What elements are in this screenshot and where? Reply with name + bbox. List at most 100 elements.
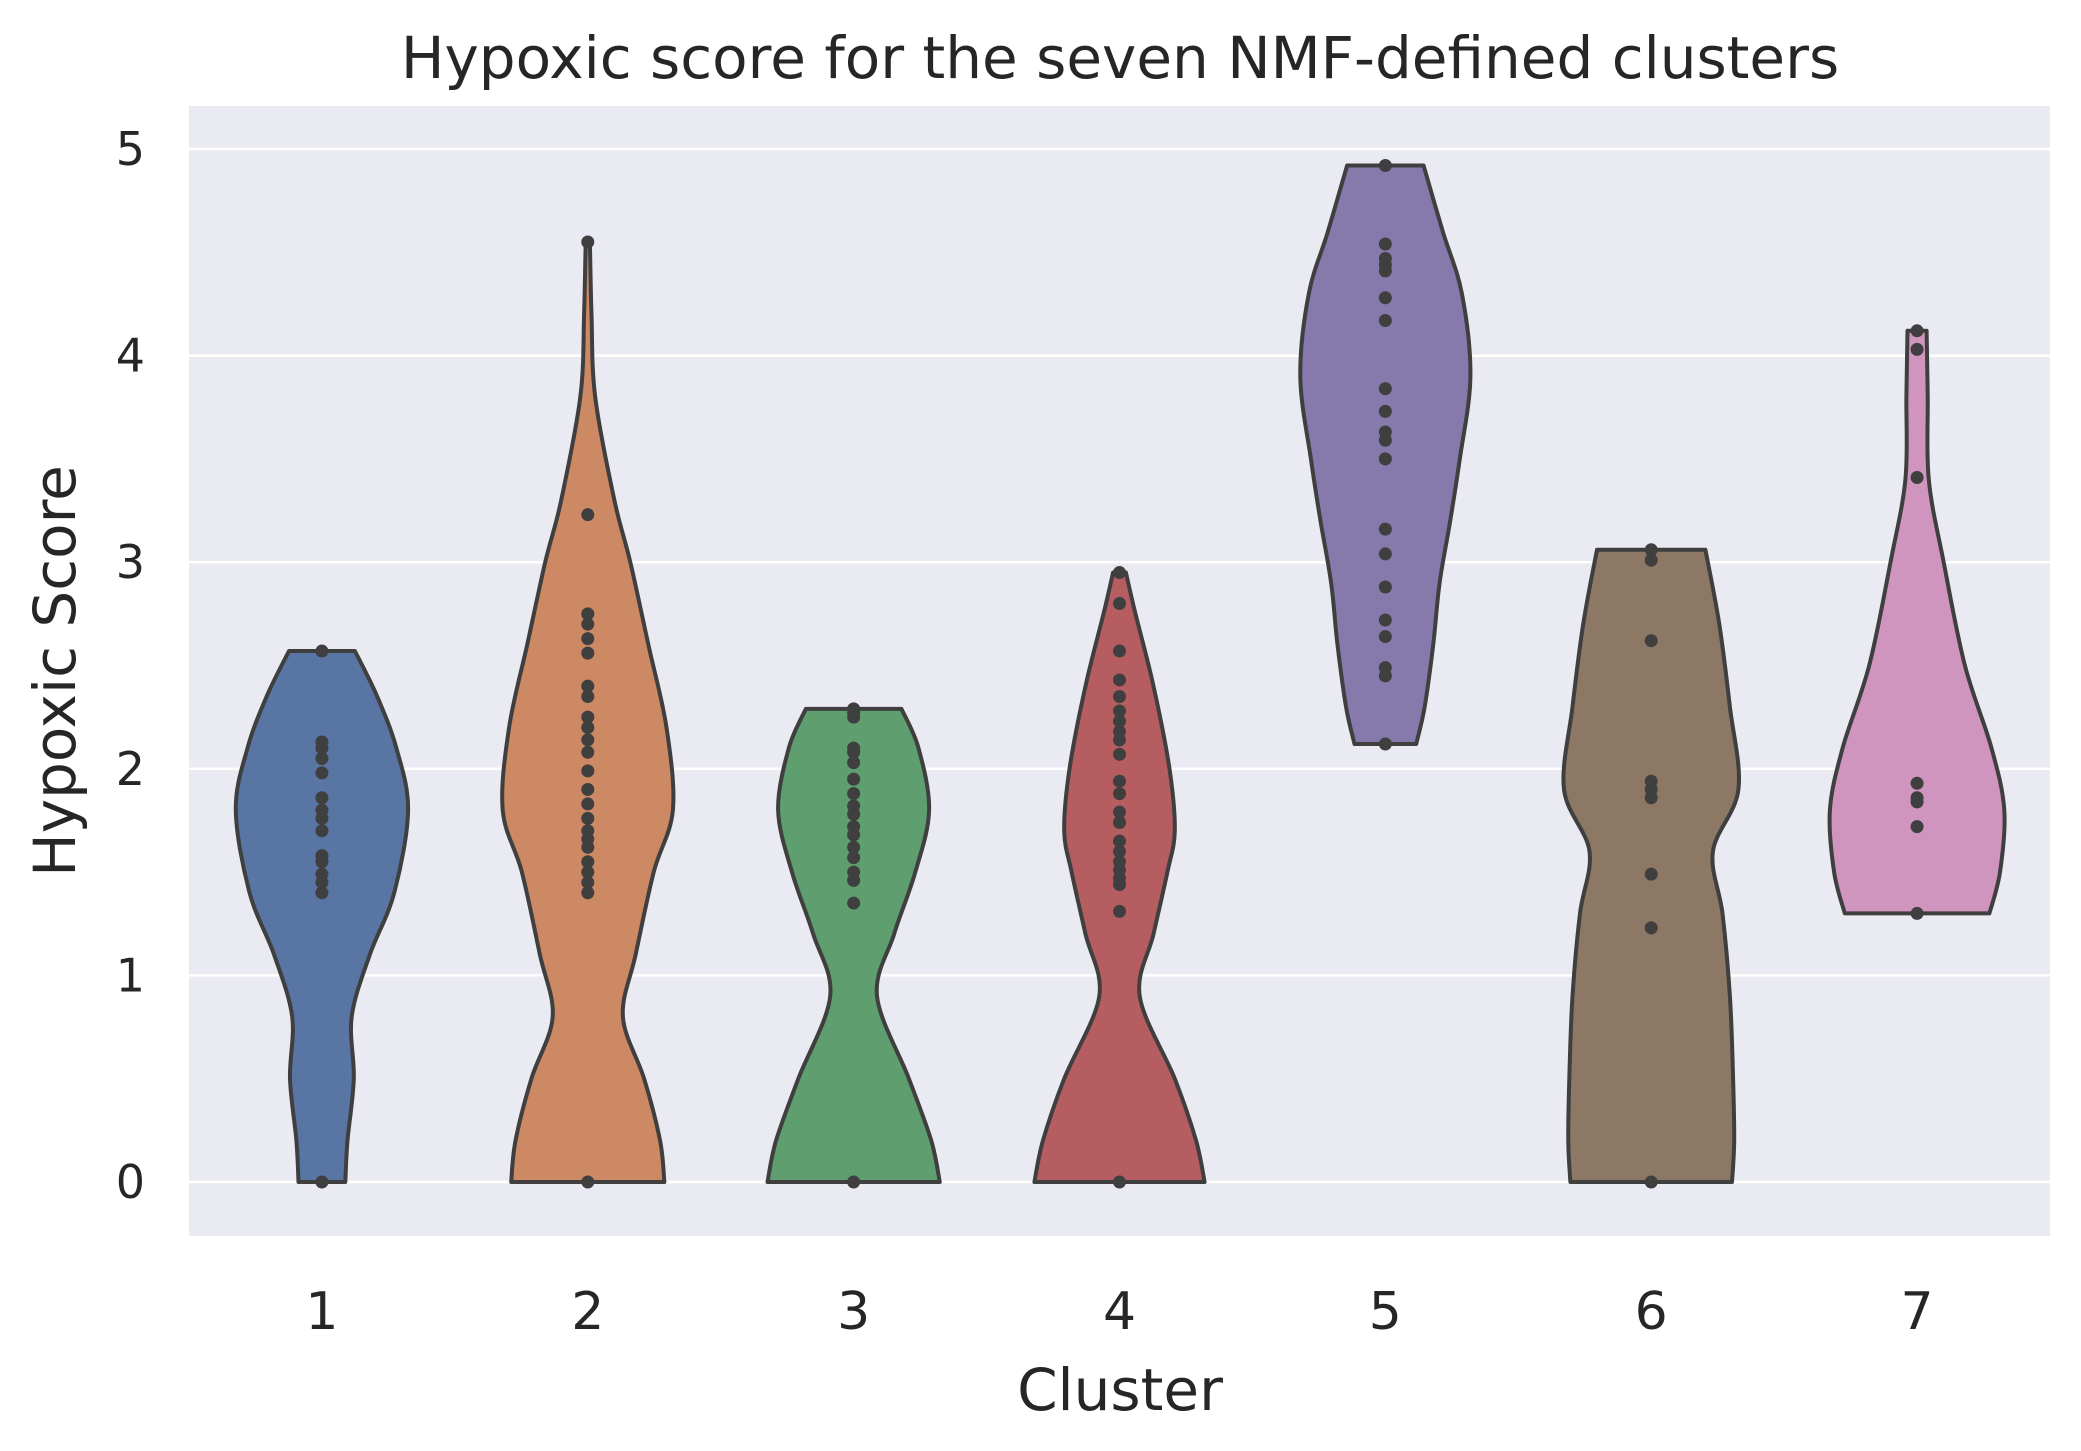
point-cluster-3: [847, 896, 861, 910]
point-cluster-3: [847, 702, 861, 716]
point-cluster-5: [1378, 452, 1392, 466]
point-cluster-4: [1113, 714, 1126, 728]
point-cluster-2: [581, 679, 595, 693]
x-tick-label-3: 3: [837, 1282, 870, 1342]
point-cluster-3: [847, 799, 861, 813]
point-cluster-4: [1113, 774, 1126, 788]
point-cluster-5: [1378, 237, 1392, 251]
point-cluster-7: [1910, 791, 1924, 805]
point-cluster-3: [847, 1175, 861, 1189]
x-tick-label-2: 2: [571, 1282, 604, 1342]
violin-cluster-6: [1561, 547, 1741, 1184]
point-cluster-6: [1644, 774, 1658, 788]
point-cluster-1: [315, 886, 329, 900]
point-cluster-5: [1378, 425, 1392, 439]
violin-cluster-7: [1827, 328, 2007, 916]
point-cluster-4: [1113, 834, 1126, 848]
point-cluster-7: [1910, 820, 1924, 834]
point-cluster-3: [847, 772, 861, 786]
point-cluster-2: [581, 886, 595, 900]
point-cluster-1: [315, 1175, 329, 1189]
point-cluster-5: [1378, 580, 1392, 594]
point-cluster-4: [1113, 566, 1126, 580]
point-cluster-7: [1910, 324, 1924, 338]
point-cluster-4: [1113, 855, 1126, 869]
point-cluster-1: [315, 791, 329, 805]
y-tick-label: 4: [116, 329, 145, 383]
point-cluster-2: [581, 646, 595, 660]
x-tick-label-5: 5: [1369, 1282, 1402, 1342]
y-axis-ticks: 0 1 2 3 4 5: [116, 122, 145, 1209]
point-cluster-7: [1910, 906, 1924, 920]
y-tick-label: 1: [116, 948, 145, 1002]
point-cluster-1: [315, 751, 329, 765]
point-cluster-5: [1378, 737, 1392, 751]
point-cluster-2: [581, 720, 595, 734]
point-cluster-4: [1113, 725, 1126, 739]
point-cluster-1: [315, 849, 329, 863]
point-cluster-5: [1378, 313, 1392, 327]
point-cluster-3: [847, 787, 861, 801]
point-cluster-7: [1910, 776, 1924, 790]
point-cluster-5: [1378, 159, 1392, 173]
point-cluster-1: [315, 867, 329, 881]
point-cluster-4: [1113, 844, 1126, 858]
chart-title: Hypoxic score for the seven NMF-defined …: [401, 24, 1839, 92]
x-axis-ticks: 1 2 3 4 5 6 7: [305, 1282, 1933, 1342]
point-cluster-4: [1113, 747, 1126, 761]
x-tick-label-1: 1: [305, 1282, 338, 1342]
point-cluster-4: [1113, 704, 1126, 718]
point-cluster-2: [581, 824, 595, 838]
point-cluster-6: [1644, 1175, 1658, 1189]
point-cluster-4: [1113, 689, 1126, 703]
point-cluster-2: [581, 797, 595, 811]
point-cluster-3: [847, 820, 861, 834]
point-cluster-4: [1113, 673, 1126, 687]
point-cluster-2: [581, 1175, 595, 1189]
point-cluster-4: [1113, 904, 1126, 918]
point-cluster-6: [1644, 921, 1658, 935]
point-cluster-2: [581, 632, 595, 646]
point-cluster-4: [1113, 805, 1126, 819]
point-cluster-2: [581, 689, 595, 703]
y-tick-label: 5: [116, 122, 145, 176]
point-cluster-3: [847, 851, 861, 865]
point-cluster-5: [1378, 630, 1392, 644]
point-cluster-3: [847, 865, 861, 879]
point-cluster-5: [1378, 291, 1392, 305]
y-tick-label: 0: [116, 1155, 145, 1209]
x-tick-label-7: 7: [1901, 1282, 1934, 1342]
violin-cluster-1: [233, 649, 411, 1184]
point-cluster-5: [1378, 661, 1392, 675]
point-cluster-6: [1644, 867, 1658, 881]
point-cluster-4: [1113, 1175, 1126, 1189]
point-cluster-1: [315, 824, 329, 838]
point-cluster-7: [1910, 470, 1924, 484]
point-cluster-4: [1113, 644, 1126, 658]
point-cluster-7: [1910, 342, 1924, 356]
point-cluster-5: [1378, 404, 1392, 418]
data-points: [315, 159, 1924, 1189]
point-cluster-3: [847, 840, 861, 854]
point-cluster-3: [847, 741, 861, 755]
point-cluster-6: [1644, 543, 1658, 557]
point-cluster-2: [581, 745, 595, 759]
y-tick-label: 3: [116, 535, 145, 589]
point-cluster-2: [581, 811, 595, 825]
point-cluster-5: [1378, 522, 1392, 536]
point-cluster-6: [1644, 634, 1658, 648]
point-cluster-2: [581, 235, 595, 249]
x-tick-label-6: 6: [1635, 1282, 1668, 1342]
point-cluster-2: [581, 508, 595, 522]
y-axis-label: Hypoxic Score: [21, 465, 89, 877]
point-cluster-6: [1644, 553, 1658, 567]
point-cluster-5: [1378, 251, 1392, 265]
point-cluster-4: [1113, 816, 1126, 830]
point-cluster-2: [581, 617, 595, 631]
point-cluster-2: [581, 865, 595, 879]
point-cluster-5: [1378, 382, 1392, 396]
violin-cluster-3: [765, 706, 942, 1184]
x-tick-label-4: 4: [1103, 1282, 1136, 1342]
point-cluster-2: [581, 733, 595, 747]
